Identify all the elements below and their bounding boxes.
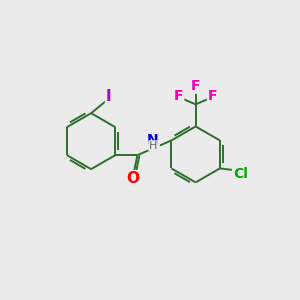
Text: N: N xyxy=(147,133,159,147)
Text: F: F xyxy=(208,89,218,103)
Text: Cl: Cl xyxy=(233,167,248,181)
Text: F: F xyxy=(191,79,200,93)
Text: O: O xyxy=(127,171,140,186)
Text: I: I xyxy=(106,89,112,104)
Text: H: H xyxy=(149,141,157,151)
Text: F: F xyxy=(174,89,183,103)
